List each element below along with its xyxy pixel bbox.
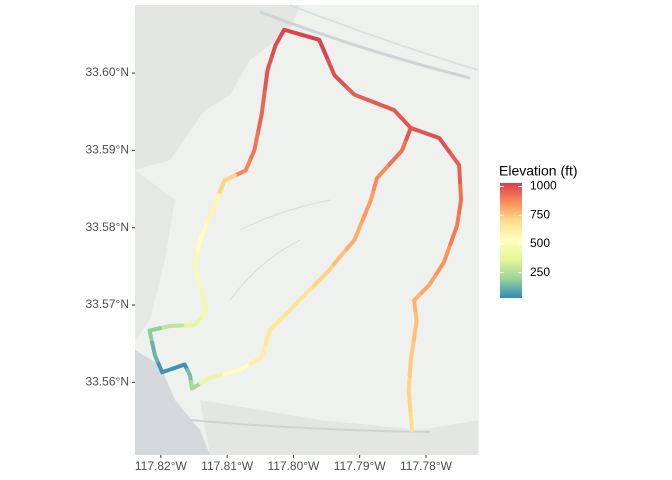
colorbar-label: 250 <box>530 265 550 279</box>
x-tick-label: 117.82°W <box>135 459 188 473</box>
track-segment <box>198 371 227 386</box>
track-segment <box>263 313 287 347</box>
track-segment <box>411 308 419 343</box>
track-segment <box>457 180 464 215</box>
track-segment <box>247 130 260 163</box>
track-segment <box>407 338 416 378</box>
track <box>147 27 464 433</box>
track-segment <box>147 326 162 345</box>
track-segment <box>342 83 377 105</box>
track-segment <box>448 210 462 246</box>
colorbar-label: 500 <box>530 236 550 250</box>
colorbar-label: 750 <box>530 207 550 221</box>
track-segment <box>332 246 349 267</box>
track-segment <box>198 285 209 320</box>
track-segment <box>447 149 463 185</box>
y-tick-label: 33.60°N <box>86 65 130 79</box>
track-segment <box>233 158 252 178</box>
track-segment <box>371 162 392 192</box>
track-segment <box>204 193 221 227</box>
y-tick-label: 33.57°N <box>86 297 130 311</box>
basemap <box>135 4 479 455</box>
track-segment <box>324 55 347 88</box>
track-segment <box>216 173 238 198</box>
track-segment <box>185 367 194 384</box>
x-tick-label: 117.78°W <box>400 459 453 473</box>
track-segment <box>150 340 161 366</box>
y-tick-label: 33.56°N <box>86 374 130 388</box>
track-segment <box>171 362 190 372</box>
legend-title: Elevation (ft) <box>499 163 578 179</box>
track-segment <box>157 323 185 331</box>
track-segment <box>189 379 203 391</box>
track-segment <box>156 361 176 375</box>
track-segment <box>222 361 253 376</box>
x-tick-label: 117.81°W <box>201 459 254 473</box>
track-segment <box>406 373 413 413</box>
track-segment <box>344 217 365 251</box>
track-segment <box>180 315 203 328</box>
track-segment <box>404 125 413 142</box>
track-segment <box>269 35 282 60</box>
track-segment <box>277 27 304 40</box>
track-segment <box>312 262 337 288</box>
track-segment <box>412 290 424 313</box>
colorbar-label: 1000 <box>530 179 557 193</box>
track-segment <box>419 271 439 295</box>
track-segment <box>387 137 409 167</box>
x-tick-label: 117.80°W <box>267 459 320 473</box>
track-segment <box>262 55 274 95</box>
track-segment <box>360 187 376 222</box>
y-tick-label: 33.59°N <box>86 143 130 157</box>
track-segment <box>299 32 329 60</box>
colorbar <box>500 183 522 298</box>
track-segment <box>422 130 452 154</box>
track-segment <box>248 342 268 366</box>
track-segment <box>372 100 405 122</box>
track-segment <box>434 241 453 276</box>
track-segment <box>408 408 415 433</box>
track-segment <box>192 250 203 290</box>
track-segment <box>282 283 317 318</box>
y-tick-label: 33.58°N <box>86 220 130 234</box>
track-segment <box>195 222 209 255</box>
x-tick-label: 117.79°W <box>334 459 387 473</box>
track-segment <box>255 90 267 135</box>
